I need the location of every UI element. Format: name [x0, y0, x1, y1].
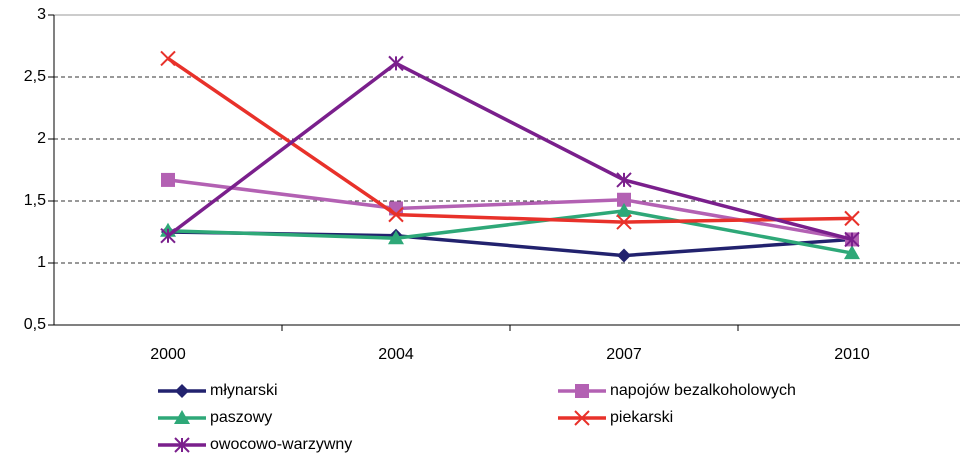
x-tick-label: 2004: [378, 346, 414, 363]
y-tick-label: 1,5: [24, 192, 46, 209]
data-point: [388, 55, 404, 72]
legend-label: piekarski: [610, 409, 673, 426]
legend-label: owocowo-warzywny: [210, 436, 352, 453]
x-tick-label: 2000: [150, 346, 186, 363]
legend-marker: [574, 410, 590, 426]
data-point: [616, 214, 632, 230]
y-tick-label: 2,5: [24, 68, 46, 85]
series-line: [166, 61, 853, 242]
legend-marker: [174, 410, 190, 424]
data-point: [844, 245, 860, 260]
y-tick-label: 0,5: [24, 316, 46, 333]
legend-label: młynarski: [210, 382, 278, 399]
legend-label: paszowy: [210, 409, 272, 426]
legend-marker: [174, 437, 190, 453]
series-line: [167, 178, 853, 242]
data-point: [844, 231, 860, 248]
data-point: [161, 172, 175, 187]
data-point: [844, 210, 860, 227]
legend-marker: [575, 384, 589, 398]
legend-marker: [175, 384, 189, 398]
series-line: [167, 209, 853, 255]
y-tick-label: 3: [37, 6, 46, 23]
y-tick-label: 2: [37, 130, 46, 147]
data-point: [160, 228, 176, 244]
series-line: [167, 56, 853, 224]
data-point: [388, 206, 404, 223]
data-point: [617, 192, 631, 207]
data-point: [616, 172, 632, 188]
x-tick-label: 2010: [834, 346, 870, 363]
y-tick-label: 1: [37, 254, 46, 271]
data-point: [388, 230, 404, 245]
data-point: [160, 50, 176, 67]
data-point: [616, 202, 632, 217]
data-point: [617, 248, 631, 263]
legend-label: napojów bezalkoholowych: [610, 382, 796, 399]
x-tick-label: 2007: [606, 346, 642, 363]
